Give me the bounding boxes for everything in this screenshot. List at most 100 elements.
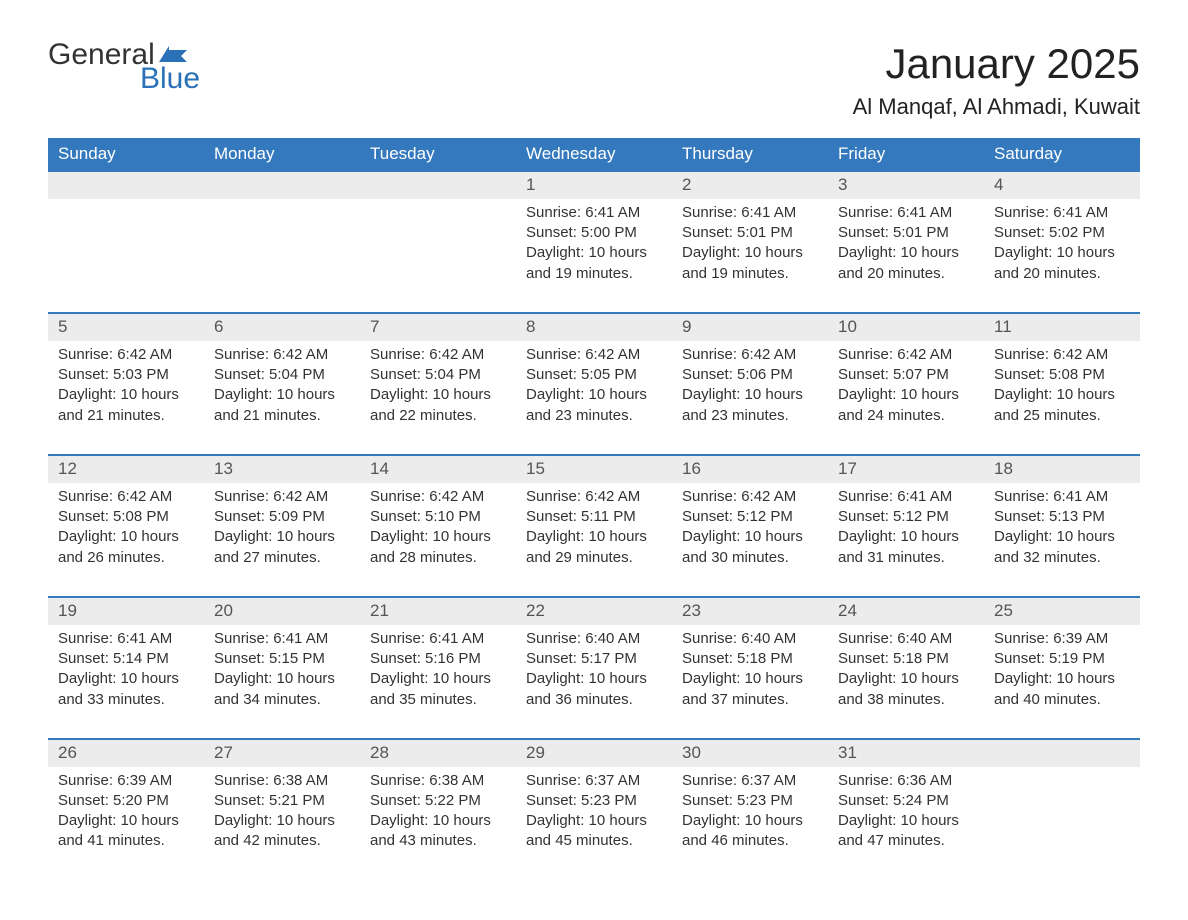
day-number-cell: 25	[984, 597, 1140, 625]
day-number: 26	[58, 743, 77, 762]
sunset-line: Sunset: 5:13 PM	[994, 507, 1130, 527]
day-number: 17	[838, 459, 857, 478]
daylight-line: Daylight: 10 hours and 33 minutes.	[58, 669, 194, 710]
day-number: 9	[682, 317, 691, 336]
day-number-cell	[360, 171, 516, 199]
daylight-line: Daylight: 10 hours and 38 minutes.	[838, 669, 974, 710]
day-detail-cell: Sunrise: 6:40 AMSunset: 5:17 PMDaylight:…	[516, 625, 672, 739]
daylight-line: Daylight: 10 hours and 25 minutes.	[994, 385, 1130, 426]
detail-row: Sunrise: 6:41 AMSunset: 5:14 PMDaylight:…	[48, 625, 1140, 739]
daylight-line: Daylight: 10 hours and 21 minutes.	[214, 385, 350, 426]
day-number: 13	[214, 459, 233, 478]
day-number-cell: 6	[204, 313, 360, 341]
day-number: 15	[526, 459, 545, 478]
day-number: 1	[526, 175, 535, 194]
sunrise-line: Sunrise: 6:42 AM	[838, 345, 974, 365]
sunset-line: Sunset: 5:14 PM	[58, 649, 194, 669]
day-header: Friday	[828, 138, 984, 171]
day-detail-cell: Sunrise: 6:38 AMSunset: 5:22 PMDaylight:…	[360, 767, 516, 880]
day-number-cell: 4	[984, 171, 1140, 199]
sunrise-line: Sunrise: 6:37 AM	[526, 771, 662, 791]
day-number-cell	[48, 171, 204, 199]
sunrise-line: Sunrise: 6:42 AM	[682, 487, 818, 507]
day-number-cell: 2	[672, 171, 828, 199]
sunset-line: Sunset: 5:05 PM	[526, 365, 662, 385]
sunrise-line: Sunrise: 6:38 AM	[214, 771, 350, 791]
day-number: 29	[526, 743, 545, 762]
sunset-line: Sunset: 5:15 PM	[214, 649, 350, 669]
daylight-line: Daylight: 10 hours and 28 minutes.	[370, 527, 506, 568]
sunrise-line: Sunrise: 6:42 AM	[214, 345, 350, 365]
day-number-cell: 29	[516, 739, 672, 767]
day-detail-cell: Sunrise: 6:41 AMSunset: 5:15 PMDaylight:…	[204, 625, 360, 739]
calendar-thead: SundayMondayTuesdayWednesdayThursdayFrid…	[48, 138, 1140, 171]
daynum-row: 262728293031	[48, 739, 1140, 767]
sunrise-line: Sunrise: 6:41 AM	[994, 487, 1130, 507]
sunset-line: Sunset: 5:21 PM	[214, 791, 350, 811]
day-detail-cell	[360, 199, 516, 313]
day-header-row: SundayMondayTuesdayWednesdayThursdayFrid…	[48, 138, 1140, 171]
day-number: 5	[58, 317, 67, 336]
day-number-cell: 17	[828, 455, 984, 483]
daylight-line: Daylight: 10 hours and 20 minutes.	[994, 243, 1130, 284]
sunrise-line: Sunrise: 6:41 AM	[370, 629, 506, 649]
day-detail-cell: Sunrise: 6:42 AMSunset: 5:10 PMDaylight:…	[360, 483, 516, 597]
sunrise-line: Sunrise: 6:40 AM	[526, 629, 662, 649]
sunset-line: Sunset: 5:06 PM	[682, 365, 818, 385]
daylight-line: Daylight: 10 hours and 32 minutes.	[994, 527, 1130, 568]
day-number: 11	[994, 317, 1012, 336]
sunset-line: Sunset: 5:23 PM	[682, 791, 818, 811]
day-number: 6	[214, 317, 223, 336]
daylight-line: Daylight: 10 hours and 40 minutes.	[994, 669, 1130, 710]
detail-row: Sunrise: 6:39 AMSunset: 5:20 PMDaylight:…	[48, 767, 1140, 880]
day-number-cell: 22	[516, 597, 672, 625]
day-detail-cell: Sunrise: 6:41 AMSunset: 5:14 PMDaylight:…	[48, 625, 204, 739]
day-number-cell: 18	[984, 455, 1140, 483]
sunset-line: Sunset: 5:18 PM	[838, 649, 974, 669]
day-number-cell: 9	[672, 313, 828, 341]
daylight-line: Daylight: 10 hours and 22 minutes.	[370, 385, 506, 426]
day-detail-cell: Sunrise: 6:41 AMSunset: 5:16 PMDaylight:…	[360, 625, 516, 739]
daylight-line: Daylight: 10 hours and 43 minutes.	[370, 811, 506, 852]
day-number: 23	[682, 601, 701, 620]
day-number: 18	[994, 459, 1013, 478]
day-number-cell: 10	[828, 313, 984, 341]
day-header: Wednesday	[516, 138, 672, 171]
day-number-cell: 7	[360, 313, 516, 341]
sunset-line: Sunset: 5:19 PM	[994, 649, 1130, 669]
day-number-cell: 15	[516, 455, 672, 483]
day-number-cell: 26	[48, 739, 204, 767]
day-number-cell: 12	[48, 455, 204, 483]
daynum-row: 1 23 4	[48, 171, 1140, 199]
sunrise-line: Sunrise: 6:42 AM	[370, 345, 506, 365]
calendar-table: SundayMondayTuesdayWednesdayThursdayFrid…	[48, 138, 1140, 880]
daylight-line: Daylight: 10 hours and 23 minutes.	[526, 385, 662, 426]
sunset-line: Sunset: 5:23 PM	[526, 791, 662, 811]
day-header: Tuesday	[360, 138, 516, 171]
sunrise-line: Sunrise: 6:42 AM	[682, 345, 818, 365]
day-detail-cell: Sunrise: 6:42 AMSunset: 5:12 PMDaylight:…	[672, 483, 828, 597]
sunrise-line: Sunrise: 6:41 AM	[526, 203, 662, 223]
day-number-cell: 31	[828, 739, 984, 767]
sunset-line: Sunset: 5:02 PM	[994, 223, 1130, 243]
day-number-cell: 23	[672, 597, 828, 625]
day-number-cell: 1	[516, 171, 672, 199]
day-number: 4	[994, 175, 1003, 194]
logo-word-general: General	[48, 40, 155, 70]
daynum-row: 12131415161718	[48, 455, 1140, 483]
daylight-line: Daylight: 10 hours and 29 minutes.	[526, 527, 662, 568]
sunrise-line: Sunrise: 6:40 AM	[682, 629, 818, 649]
sunset-line: Sunset: 5:04 PM	[370, 365, 506, 385]
sunset-line: Sunset: 5:22 PM	[370, 791, 506, 811]
sunrise-line: Sunrise: 6:42 AM	[214, 487, 350, 507]
daylight-line: Daylight: 10 hours and 41 minutes.	[58, 811, 194, 852]
logo-word-blue: Blue	[140, 64, 200, 94]
detail-row: Sunrise: 6:41 AMSunset: 5:00 PMDaylight:…	[48, 199, 1140, 313]
day-detail-cell: Sunrise: 6:42 AMSunset: 5:05 PMDaylight:…	[516, 341, 672, 455]
sunset-line: Sunset: 5:20 PM	[58, 791, 194, 811]
day-number: 20	[214, 601, 233, 620]
day-detail-cell: Sunrise: 6:40 AMSunset: 5:18 PMDaylight:…	[828, 625, 984, 739]
day-number: 7	[370, 317, 379, 336]
day-number: 3	[838, 175, 847, 194]
sunset-line: Sunset: 5:04 PM	[214, 365, 350, 385]
